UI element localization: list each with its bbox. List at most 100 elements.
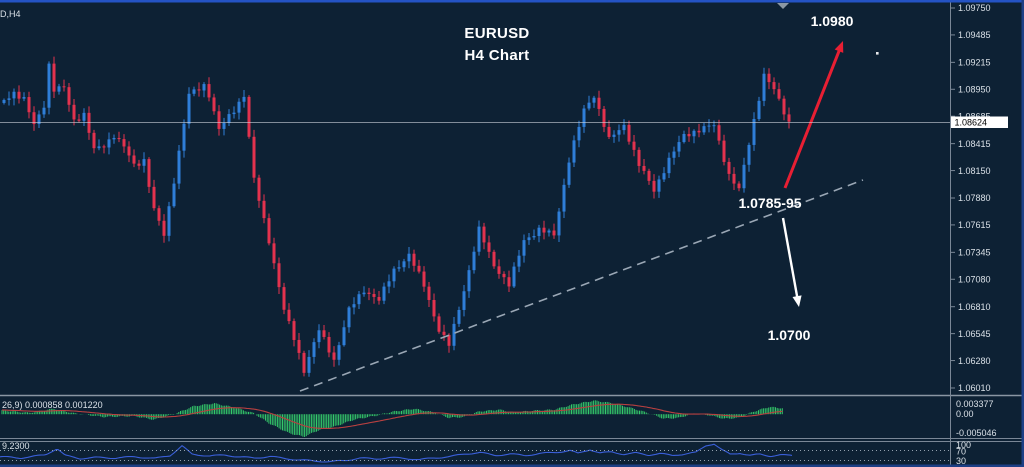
axis-price-label: 1.07080 [958, 274, 991, 284]
bearish-projection-arrow[interactable] [781, 217, 799, 300]
candle-body [152, 186, 156, 209]
candle-body [22, 97, 26, 99]
candle-body [112, 137, 116, 140]
candle-body [122, 139, 126, 147]
candle-body [272, 243, 276, 264]
candle-body [262, 200, 266, 219]
candle-body [517, 255, 521, 267]
candle-body [522, 240, 526, 256]
candle-body [442, 331, 446, 335]
candle-body [412, 253, 416, 266]
axis-price-label: 1.07615 [958, 220, 991, 230]
macd-signal-line [2, 403, 783, 429]
candle-body [652, 180, 656, 192]
axis-price-label: 1.08150 [958, 166, 991, 176]
candle-body [242, 96, 246, 102]
oscillator-line [0, 443, 793, 463]
candle-body [172, 183, 176, 207]
candle-body [727, 161, 731, 174]
axis-price-label: 1.06010 [958, 383, 991, 393]
candle-body [707, 125, 711, 127]
candle-body [67, 87, 71, 105]
candle-body [362, 292, 366, 295]
candle-body [337, 345, 341, 360]
candle-body [312, 342, 316, 357]
candle-body [572, 140, 576, 163]
candle-body [422, 271, 426, 287]
candle-body [307, 356, 311, 373]
candle-body [562, 184, 566, 212]
candle-body [17, 91, 21, 99]
candle-body [87, 112, 91, 133]
target-down-label[interactable]: 1.0700 [768, 327, 811, 343]
chart-shift-marker-icon[interactable] [777, 3, 789, 9]
candle-body [612, 134, 616, 137]
current-price-tag [951, 116, 1008, 128]
window-top-edge [0, 0, 1024, 3]
candle-body [297, 339, 301, 353]
candle-body [322, 330, 326, 337]
candle-body [357, 294, 361, 305]
axis-price-label: 1.09485 [958, 30, 991, 40]
axis-price-label: 1.07345 [958, 248, 991, 258]
candle-body [402, 261, 406, 268]
candle-body [637, 149, 641, 166]
candle-body [587, 102, 591, 109]
oscillator-indicator-label: 9.2300 [2, 441, 30, 451]
candle-body [527, 237, 531, 241]
candle-body [277, 263, 281, 288]
candle-body [107, 139, 111, 148]
target-up-label[interactable]: 1.0980 [811, 13, 854, 29]
candle-body [672, 151, 676, 158]
candle-body [217, 111, 221, 129]
candle-body [27, 97, 31, 113]
candle-body [542, 227, 546, 233]
candle-body [692, 130, 696, 137]
axis-price-label: 1.09750 [958, 3, 991, 13]
candle-body [602, 108, 606, 127]
support-zone-label[interactable]: 1.0785-95 [738, 195, 801, 211]
candle-body [132, 155, 136, 164]
candle-body [417, 265, 421, 272]
macd-indicator-label: 26,9) 0.000858 0.001220 [2, 400, 103, 410]
candle-body [77, 119, 81, 121]
candle-body [207, 84, 211, 98]
macd-histogram [1, 400, 783, 437]
price-axis-labels: 1.09750 1.09485 1.09215 1.08950 1.08685 1.084… [950, 3, 991, 393]
candle-body [302, 352, 306, 373]
ascending-trendline[interactable] [299, 179, 864, 392]
candle-body [37, 114, 41, 125]
candle-body [97, 146, 101, 149]
candle-body [437, 316, 441, 332]
candle-body [622, 124, 626, 131]
axis-price-label: 1.08950 [958, 84, 991, 94]
candle-body [512, 266, 516, 287]
candle-body [497, 266, 501, 274]
candle-body [532, 236, 536, 238]
candle-body [767, 73, 771, 83]
axis-price-label: 1.06280 [958, 356, 991, 366]
chart-title: EURUSD [464, 25, 529, 42]
candle-body [447, 334, 451, 346]
candle-body [492, 251, 496, 267]
candle-body [267, 218, 271, 244]
candle-body [47, 63, 51, 108]
candle-body [757, 100, 761, 119]
candle-body [182, 123, 186, 151]
candle-body [677, 142, 681, 152]
candle-body [137, 163, 141, 166]
candle-body [72, 104, 76, 120]
candle-body [772, 82, 776, 90]
candle-body [667, 157, 671, 174]
candle-body [187, 93, 191, 124]
candle-body [742, 164, 746, 189]
candle-body [92, 132, 96, 149]
bullish-projection-arrow[interactable] [783, 47, 842, 189]
candle-body [62, 86, 66, 88]
analysis-annotations: 1.0980 1.0785-95 1.0700 [299, 13, 864, 392]
candle-body [237, 101, 241, 113]
candle-body [367, 292, 371, 294]
